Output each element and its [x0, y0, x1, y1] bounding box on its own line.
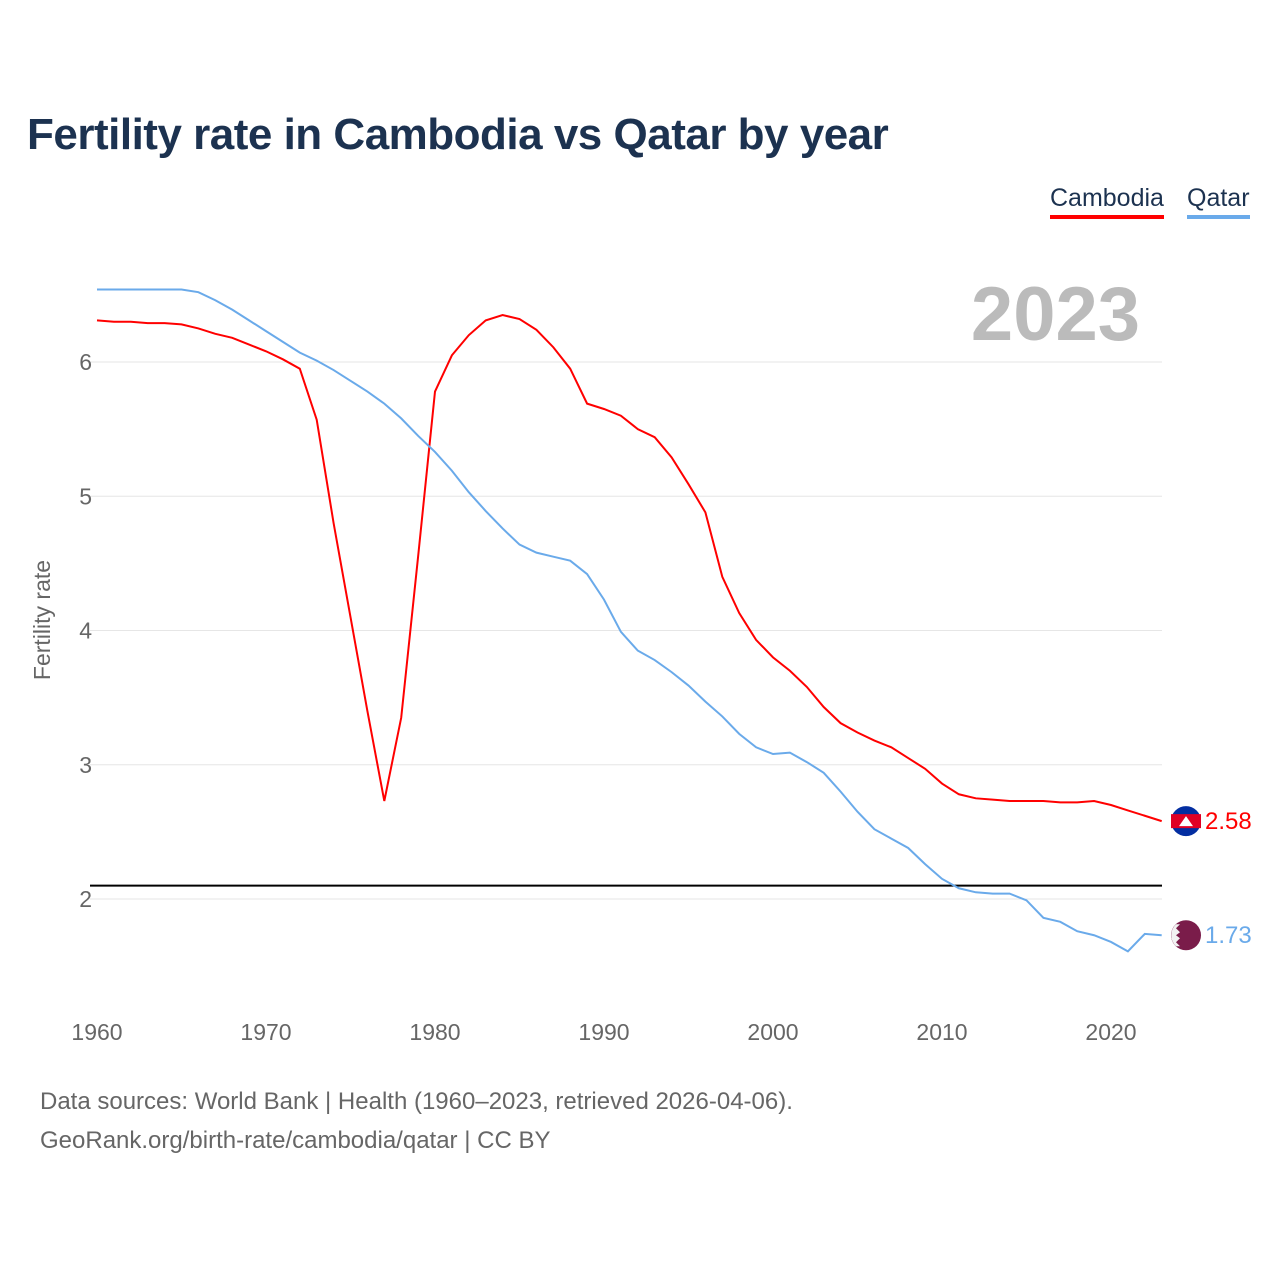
source-line-2[interactable]: GeoRank.org/birth-rate/cambodia/qatar | …	[40, 1127, 551, 1154]
flag-cambodia-icon	[1171, 806, 1201, 837]
x-tick-label: 1970	[240, 1019, 291, 1045]
series-line-qatar	[97, 288, 1162, 953]
y-tick-label: 3	[79, 752, 92, 778]
x-tick-label: 2020	[1085, 1019, 1136, 1045]
flag-white	[1171, 924, 1180, 947]
y-tick-label: 6	[79, 349, 92, 375]
source-line-1: Data sources: World Bank | Health (1960–…	[40, 1088, 793, 1115]
y-tick-label: 5	[79, 483, 92, 509]
x-tick-label: 2010	[916, 1019, 967, 1045]
x-tick-label: 1960	[71, 1019, 122, 1045]
end-value-label-qatar: 1.73	[1205, 922, 1252, 949]
legend-cambodia[interactable]: Cambodia	[1050, 184, 1164, 219]
end-value-label-cambodia: 2.58	[1205, 808, 1252, 835]
y-tick-label: 4	[79, 618, 92, 644]
flag-qatar-icon	[1171, 920, 1201, 951]
flag-bg	[1171, 920, 1201, 951]
flag-temple	[1179, 816, 1193, 827]
x-tick-label: 2000	[747, 1019, 798, 1045]
y-tick-label: 2	[79, 886, 92, 912]
x-tick-label: 1990	[578, 1019, 629, 1045]
legend-qatar[interactable]: Qatar	[1187, 184, 1250, 219]
y-axis-label: Fertility rate	[29, 560, 55, 680]
chart-title: Fertility rate in Cambodia vs Qatar by y…	[27, 110, 889, 159]
year-watermark: 2023	[971, 272, 1140, 357]
series-line-cambodia	[96, 313, 1163, 823]
x-tick-label: 1980	[409, 1019, 460, 1045]
